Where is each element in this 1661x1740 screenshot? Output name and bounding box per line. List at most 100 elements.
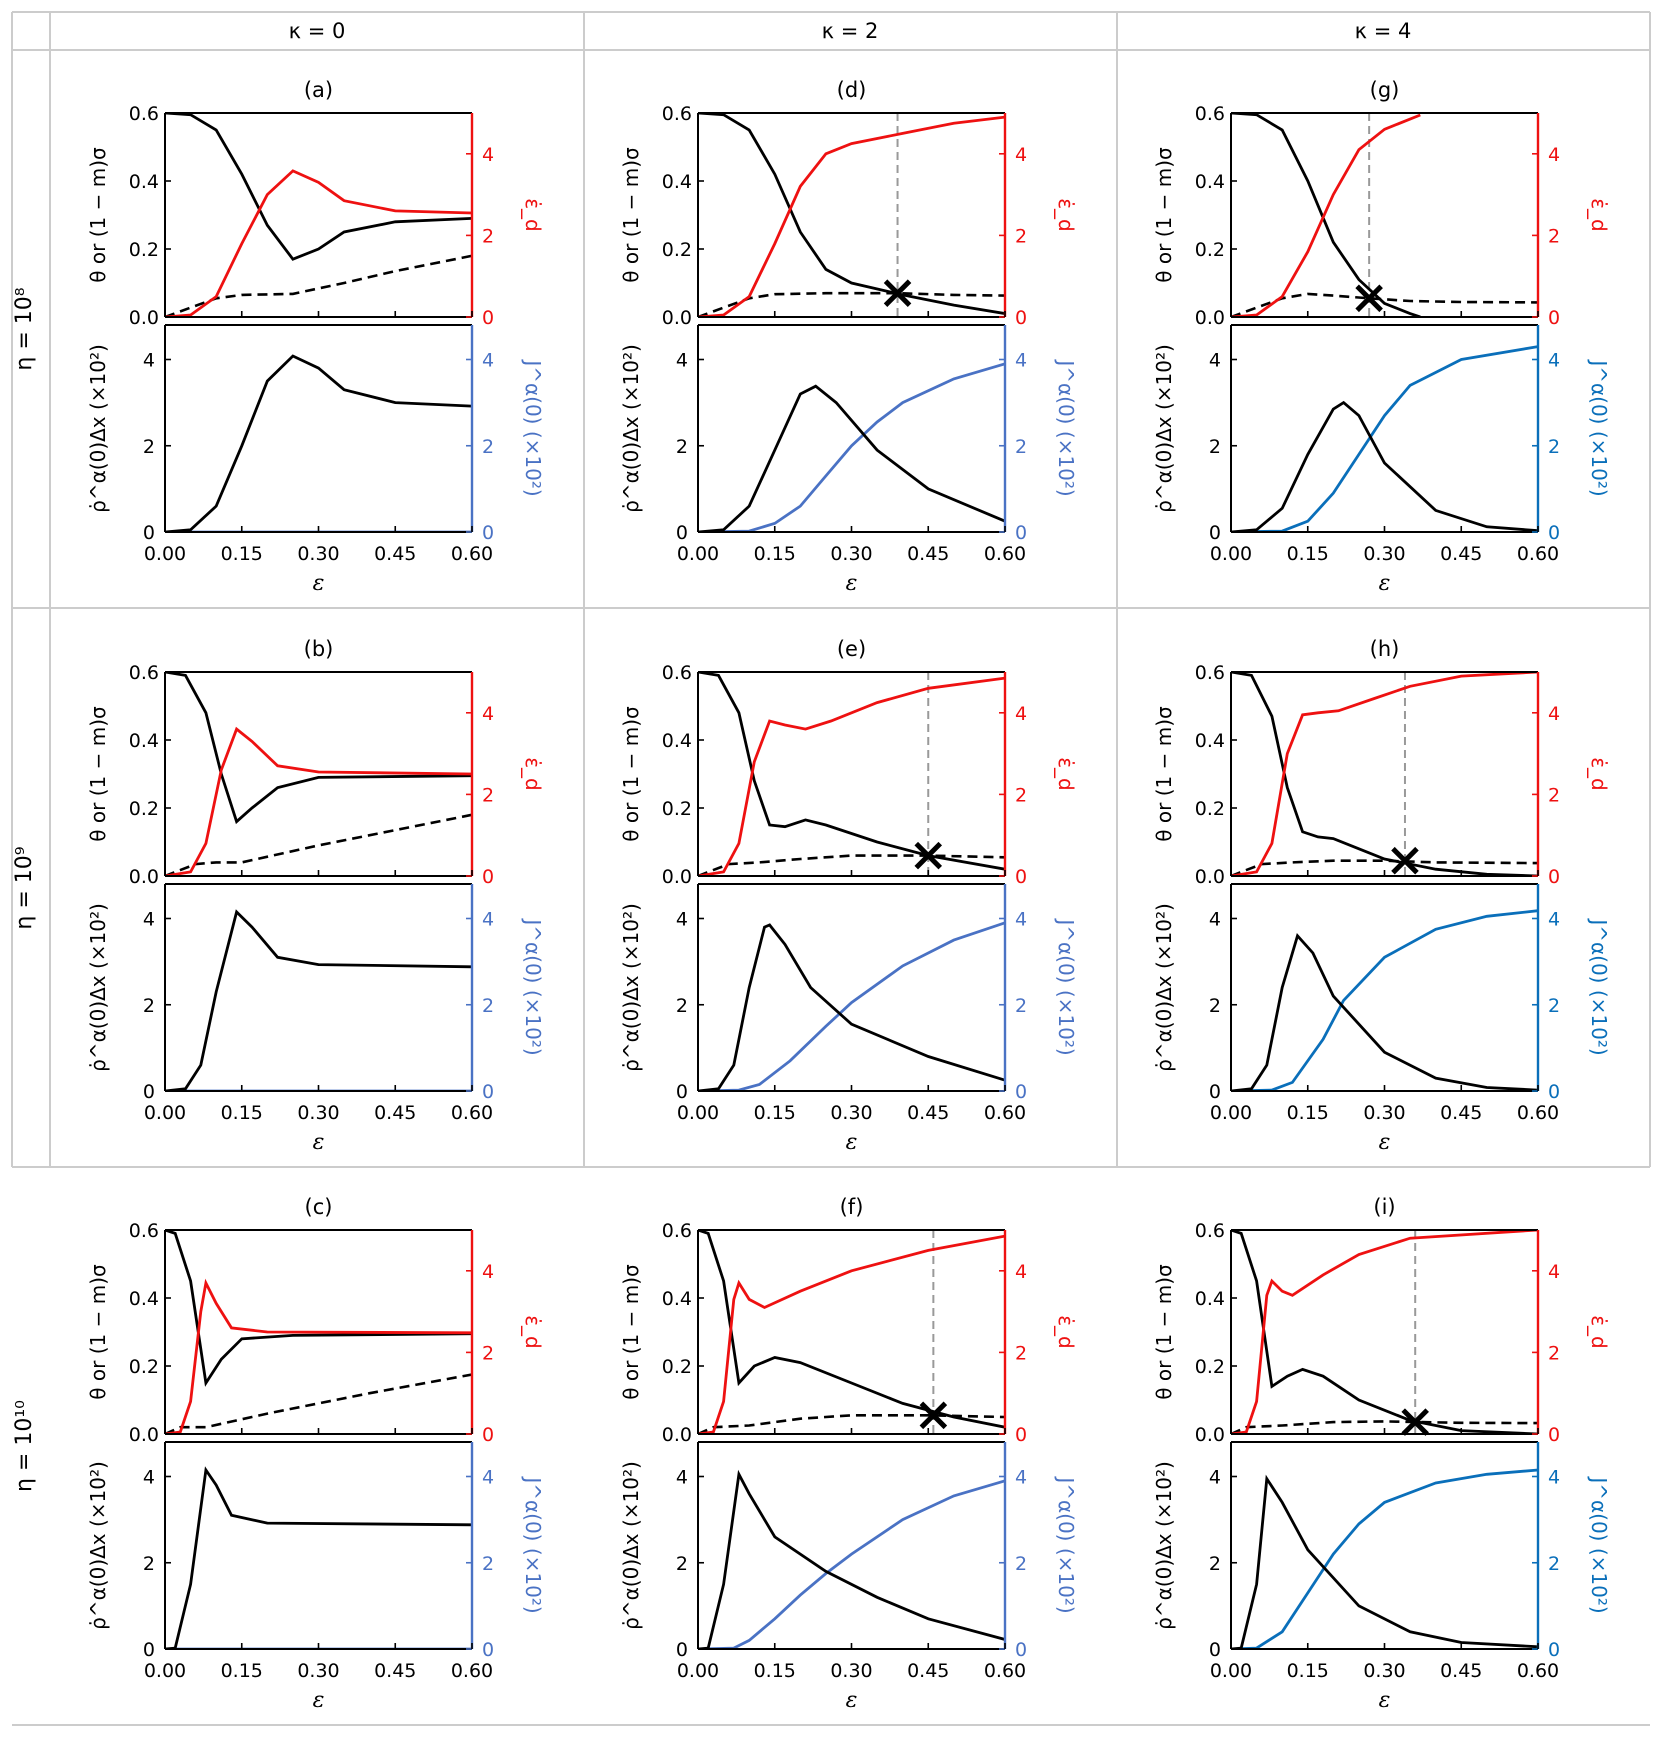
x-tick-label: 0.45 [374,1660,416,1682]
top-plot-area [165,1230,472,1434]
bottom-right-tick-label: 2 [482,436,494,458]
bottom-right-tick-label: 0 [482,1639,494,1661]
top-left-tick-label: 0.6 [1195,103,1225,125]
flux-series-line [698,362,1005,532]
bottom-right-tick-label: 2 [1548,436,1560,458]
rho-series-line [1231,932,1538,1091]
bottom-left-tick-label: 2 [676,995,688,1017]
theta-series-line [165,113,472,261]
dashed-series-line [165,1373,472,1434]
theta-series-line [698,672,1005,871]
rho-series-line [165,909,472,1091]
x-tick-label: 0.60 [1517,1660,1559,1682]
x-tick-label: 0.15 [1287,543,1329,565]
top-left-tick-label: 0.4 [1195,1288,1225,1310]
top-right-tick-label: 0 [1548,307,1560,329]
bottom-left-tick-label: 0 [676,522,688,544]
rho-series-line [698,1469,1005,1649]
top-left-axis-label: θ or (1 − m)σ [86,1264,110,1400]
x-axis-label: ε [846,1688,858,1713]
bottom-left-tick-label: 2 [1209,1553,1221,1575]
top-plot-area [698,113,1005,317]
top-left-tick-label: 0.2 [662,1356,692,1378]
bottom-left-tick-label: 0 [143,1081,155,1103]
top-left-tick-label: 0.0 [1195,307,1225,329]
top-left-tick-label: 0.2 [1195,1356,1225,1378]
bottom-left-axis-label: ρ̇^α(0)Δx (×10²) [1152,903,1176,1072]
x-tick-label: 0.00 [144,543,186,565]
bottom-plot-area [698,1469,1005,1649]
cross-marker [883,279,912,307]
eps-rate-series-line [698,1234,1005,1434]
x-tick-label: 0.15 [221,543,263,565]
top-plot-area [1231,672,1538,876]
bottom-left-tick-label: 4 [143,350,155,372]
eps-rate-series-line [698,115,1005,317]
panel-title: (g) [1370,78,1400,102]
top-left-tick-label: 0.4 [129,1288,159,1310]
x-tick-label: 0.45 [1440,543,1482,565]
x-axis-label: ε [1379,1688,1391,1713]
top-left-axis-label: θ or (1 − m)σ [1152,147,1176,283]
x-tick-label: 0.15 [1287,1660,1329,1682]
bottom-left-tick-label: 0 [1209,1639,1221,1661]
dashed-series-line [165,254,472,317]
bottom-plot-area [165,909,472,1091]
bottom-right-tick-label: 2 [1015,436,1027,458]
flux-series-line [698,1479,1005,1649]
bottom-right-tick-label: 0 [1015,1081,1027,1103]
top-left-tick-label: 0.0 [662,866,692,888]
eps-rate-series-line [165,726,472,876]
x-tick-label: 0.60 [1517,543,1559,565]
bottom-right-axis-label: J^α(0) (×10²) [1054,358,1078,496]
x-axis-label: ε [313,1688,325,1713]
top-right-tick-label: 2 [482,225,494,247]
bottom-left-tick-label: 2 [676,436,688,458]
x-tick-label: 0.30 [297,543,339,565]
top-left-tick-label: 0.4 [1195,730,1225,752]
x-axis-label: ε [313,1130,325,1155]
bottom-left-tick-label: 4 [1209,1467,1221,1489]
bottom-left-tick-label: 4 [1209,350,1221,372]
x-axis-label: ε [313,571,325,596]
top-right-tick-label: 2 [482,784,494,806]
column-header-0: κ = 0 [289,19,346,43]
x-tick-label: 0.45 [374,1102,416,1124]
top-left-tick-label: 0.2 [1195,798,1225,820]
row-header-1: η = 10⁹ [12,846,37,929]
x-tick-label: 0.30 [1363,1102,1405,1124]
x-tick-label: 0.00 [1210,1102,1252,1124]
top-right-tick-label: 4 [1015,144,1027,166]
top-plot-area [698,1230,1005,1434]
x-tick-label: 0.60 [984,1102,1026,1124]
bottom-left-tick-label: 0 [143,522,155,544]
x-tick-label: 0.45 [907,1660,949,1682]
cross-marker [914,841,943,870]
bottom-left-tick-label: 4 [1209,909,1221,931]
eps-rate-series-line [165,1278,472,1434]
bottom-plot-area [165,354,472,532]
top-left-tick-label: 0.0 [1195,1424,1225,1446]
x-tick-label: 0.60 [451,1102,493,1124]
bottom-right-tick-label: 0 [1015,1639,1027,1661]
top-right-axis-label: ε̇_d [521,1315,545,1349]
cross-marker [1391,846,1419,875]
bottom-left-tick-label: 4 [676,350,688,372]
bottom-plot-area [1231,909,1538,1091]
bottom-right-tick-label: 4 [482,350,494,372]
theta-series-line [698,1230,1005,1429]
bottom-left-axis-label: ρ̇^α(0)Δx (×10²) [619,903,643,1072]
top-left-tick-label: 0.6 [662,1220,692,1242]
top-right-axis-label: ε̇_d [1054,757,1078,791]
bottom-right-tick-label: 0 [482,1081,494,1103]
bottom-right-axis-label: J^α(0) (×10²) [521,1475,545,1613]
bottom-left-tick-label: 0 [143,1639,155,1661]
top-right-axis-label: ε̇_d [521,757,545,791]
top-right-tick-label: 2 [1548,784,1560,806]
top-right-tick-label: 0 [1015,866,1027,888]
top-right-tick-label: 0 [1015,1424,1027,1446]
top-left-axis-label: θ or (1 − m)σ [86,706,110,842]
x-tick-label: 0.00 [677,543,719,565]
top-left-tick-label: 0.6 [129,662,159,684]
